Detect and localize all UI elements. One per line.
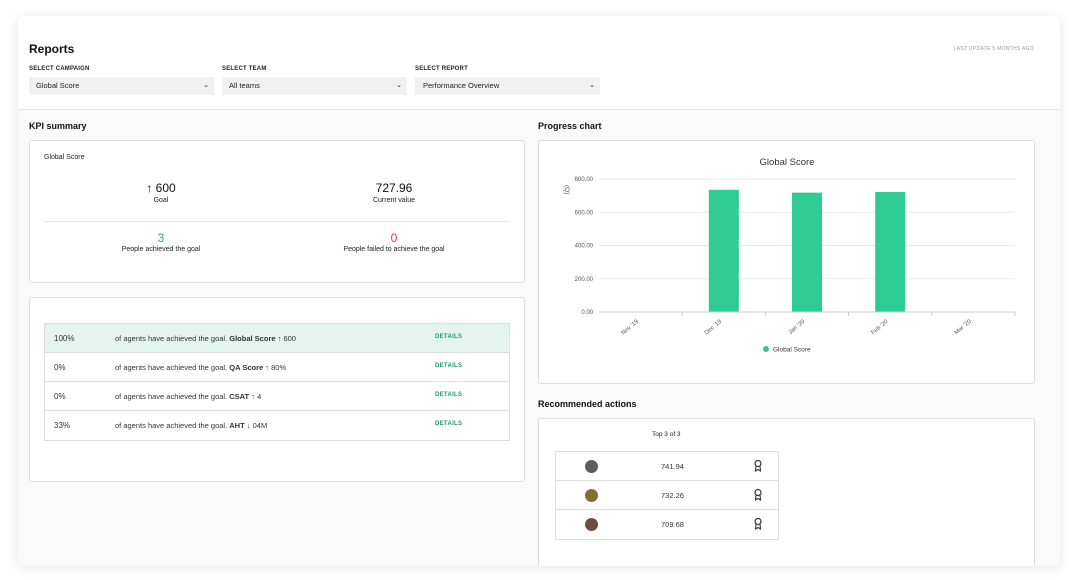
goal-metric: Global Score [229,334,276,343]
recommended-section-title: Recommended actions [538,399,637,409]
award-icon[interactable] [754,459,762,473]
report-select-label: SELECT REPORT [415,66,468,72]
chevron-down-icon: ⌄ [396,82,402,89]
campaign-select[interactable]: Global Score ⌄ [29,77,214,95]
last-update-label: LAST UPDATE 5 MONTHS AGO [953,46,1034,52]
table-row: 33% of agents have achieved the goal. AHT… [45,411,509,440]
avatar[interactable] [585,460,598,473]
details-link[interactable]: DETAILS [435,421,463,427]
top-count-label: Top 3 of 3 [652,431,681,438]
y-tick-label: 0.00 [581,310,593,316]
failed-label: People failed to achieve the goal [343,246,445,253]
goal-metric: AHT [229,421,245,430]
goals-panel: 100% of agents have achieved the goal. Gl… [29,297,525,482]
table-row: 0% of agents have achieved the goal. QA S… [45,353,509,382]
report-card: Reports LAST UPDATE 5 MONTHS AGO SELECT … [18,16,1060,566]
campaign-select-label: SELECT CAMPAIGN [29,66,90,72]
recommended-table: 741.94 732.26 709.68 [555,451,779,540]
x-tick-label: Feb '20 [870,319,890,337]
details-link[interactable]: DETAILS [435,363,463,369]
kpi-subtitle: Global Score [44,154,85,161]
goal-percent: 100% [54,334,75,343]
goal-text: of agents have achieved the goal. [115,392,228,401]
team-select-value: All teams [229,81,260,90]
goal-value: ↑ 600 [146,181,176,195]
goal-percent: 0% [54,392,66,401]
kpi-section-title: KPI summary [29,121,87,131]
score-value: 741.94 [661,462,684,471]
progress-chart-panel: Global Score 0.00 200.00 400.00 600.00 800.0… [538,140,1035,384]
award-icon[interactable] [754,517,762,531]
goal-text: of agents have achieved the goal. [115,421,228,430]
goal-text: of agents have achieved the goal. [115,363,228,372]
bar [708,189,739,312]
y-axis-label: (Q) [563,185,570,194]
goal-metric: QA Score [229,363,264,372]
legend-label: Global Score [773,347,811,354]
list-item: 709.68 [556,510,778,539]
campaign-select-value: Global Score [36,81,80,90]
goal-percent: 0% [54,363,66,372]
score-value: 709.68 [661,520,684,529]
award-icon[interactable] [754,488,762,502]
kpi-summary-panel: Global Score ↑ 600 Goal 727.96 Current v… [29,140,525,283]
achieved-label: People achieved the goal [121,246,201,253]
recommended-panel: Top 3 of 3 741.94 732.26 709.68 [538,418,1035,566]
current-value: 727.96 [375,181,413,195]
details-link[interactable]: DETAILS [435,392,463,398]
goal-target: ↑ 4 [251,392,262,401]
team-select-label: SELECT TEAM [222,66,267,72]
goal-label: Goal [153,197,169,204]
progress-section-title: Progress chart [538,121,602,131]
y-tick-label: 200.00 [575,277,594,283]
goal-text: of agents have achieved the goal. [115,334,228,343]
y-tick-label: 400.00 [575,244,594,250]
goal-percent: 33% [54,421,71,430]
details-link[interactable]: DETAILS [435,334,463,340]
failed-count: 0 [390,231,398,245]
legend-marker [763,346,769,352]
goals-table: 100% of agents have achieved the goal. Gl… [44,323,510,441]
progress-chart: 0.00 200.00 400.00 600.00 800.00 (Q) Nov '19 De… [563,177,1016,354]
table-row: 0% of agents have achieved the goal. CSAT… [45,382,509,411]
goal-description: of agents have achieved the goal. CSAT ↑… [115,392,261,401]
avatar[interactable] [585,518,598,531]
goal-target: ↑ 80% [265,363,287,372]
goal-target: ↓ 04M [246,421,268,430]
chart-title: Global Score [759,157,815,168]
page-title: Reports [29,42,75,56]
x-tick-label: Nov '19 [621,319,641,337]
report-select-value: Performance Overview [423,81,500,90]
chevron-down-icon: ⌄ [203,82,209,89]
list-item: 732.26 [556,481,778,510]
report-select[interactable]: Performance Overview ⌄ [415,77,600,95]
goal-description: of agents have achieved the goal. QA Sco… [115,363,286,372]
x-tick-label: Mar '20 [954,319,974,337]
achieved-count: 3 [157,231,165,245]
avatar[interactable] [585,489,598,502]
divider [44,221,510,222]
team-select[interactable]: All teams ⌄ [222,77,407,95]
goal-description: of agents have achieved the goal. Global… [115,334,296,343]
bar [875,191,906,312]
x-tick-label: Dec '19 [704,319,724,337]
bar [792,192,822,312]
goal-metric: CSAT [229,392,250,401]
goal-target: ↑ 600 [277,334,296,343]
report-header: Reports LAST UPDATE 5 MONTHS AGO SELECT … [18,16,1060,110]
chevron-down-icon: ⌄ [589,82,595,89]
goal-description: of agents have achieved the goal. AHT ↓ … [115,421,267,430]
current-value-label: Current value [372,197,416,204]
y-tick-label: 800.00 [575,177,594,183]
list-item: 741.94 [556,452,778,481]
score-value: 732.26 [661,491,684,500]
table-row: 100% of agents have achieved the goal. Gl… [45,324,509,353]
y-tick-label: 600.00 [575,210,594,216]
x-tick-label: Jan '20 [788,319,807,336]
